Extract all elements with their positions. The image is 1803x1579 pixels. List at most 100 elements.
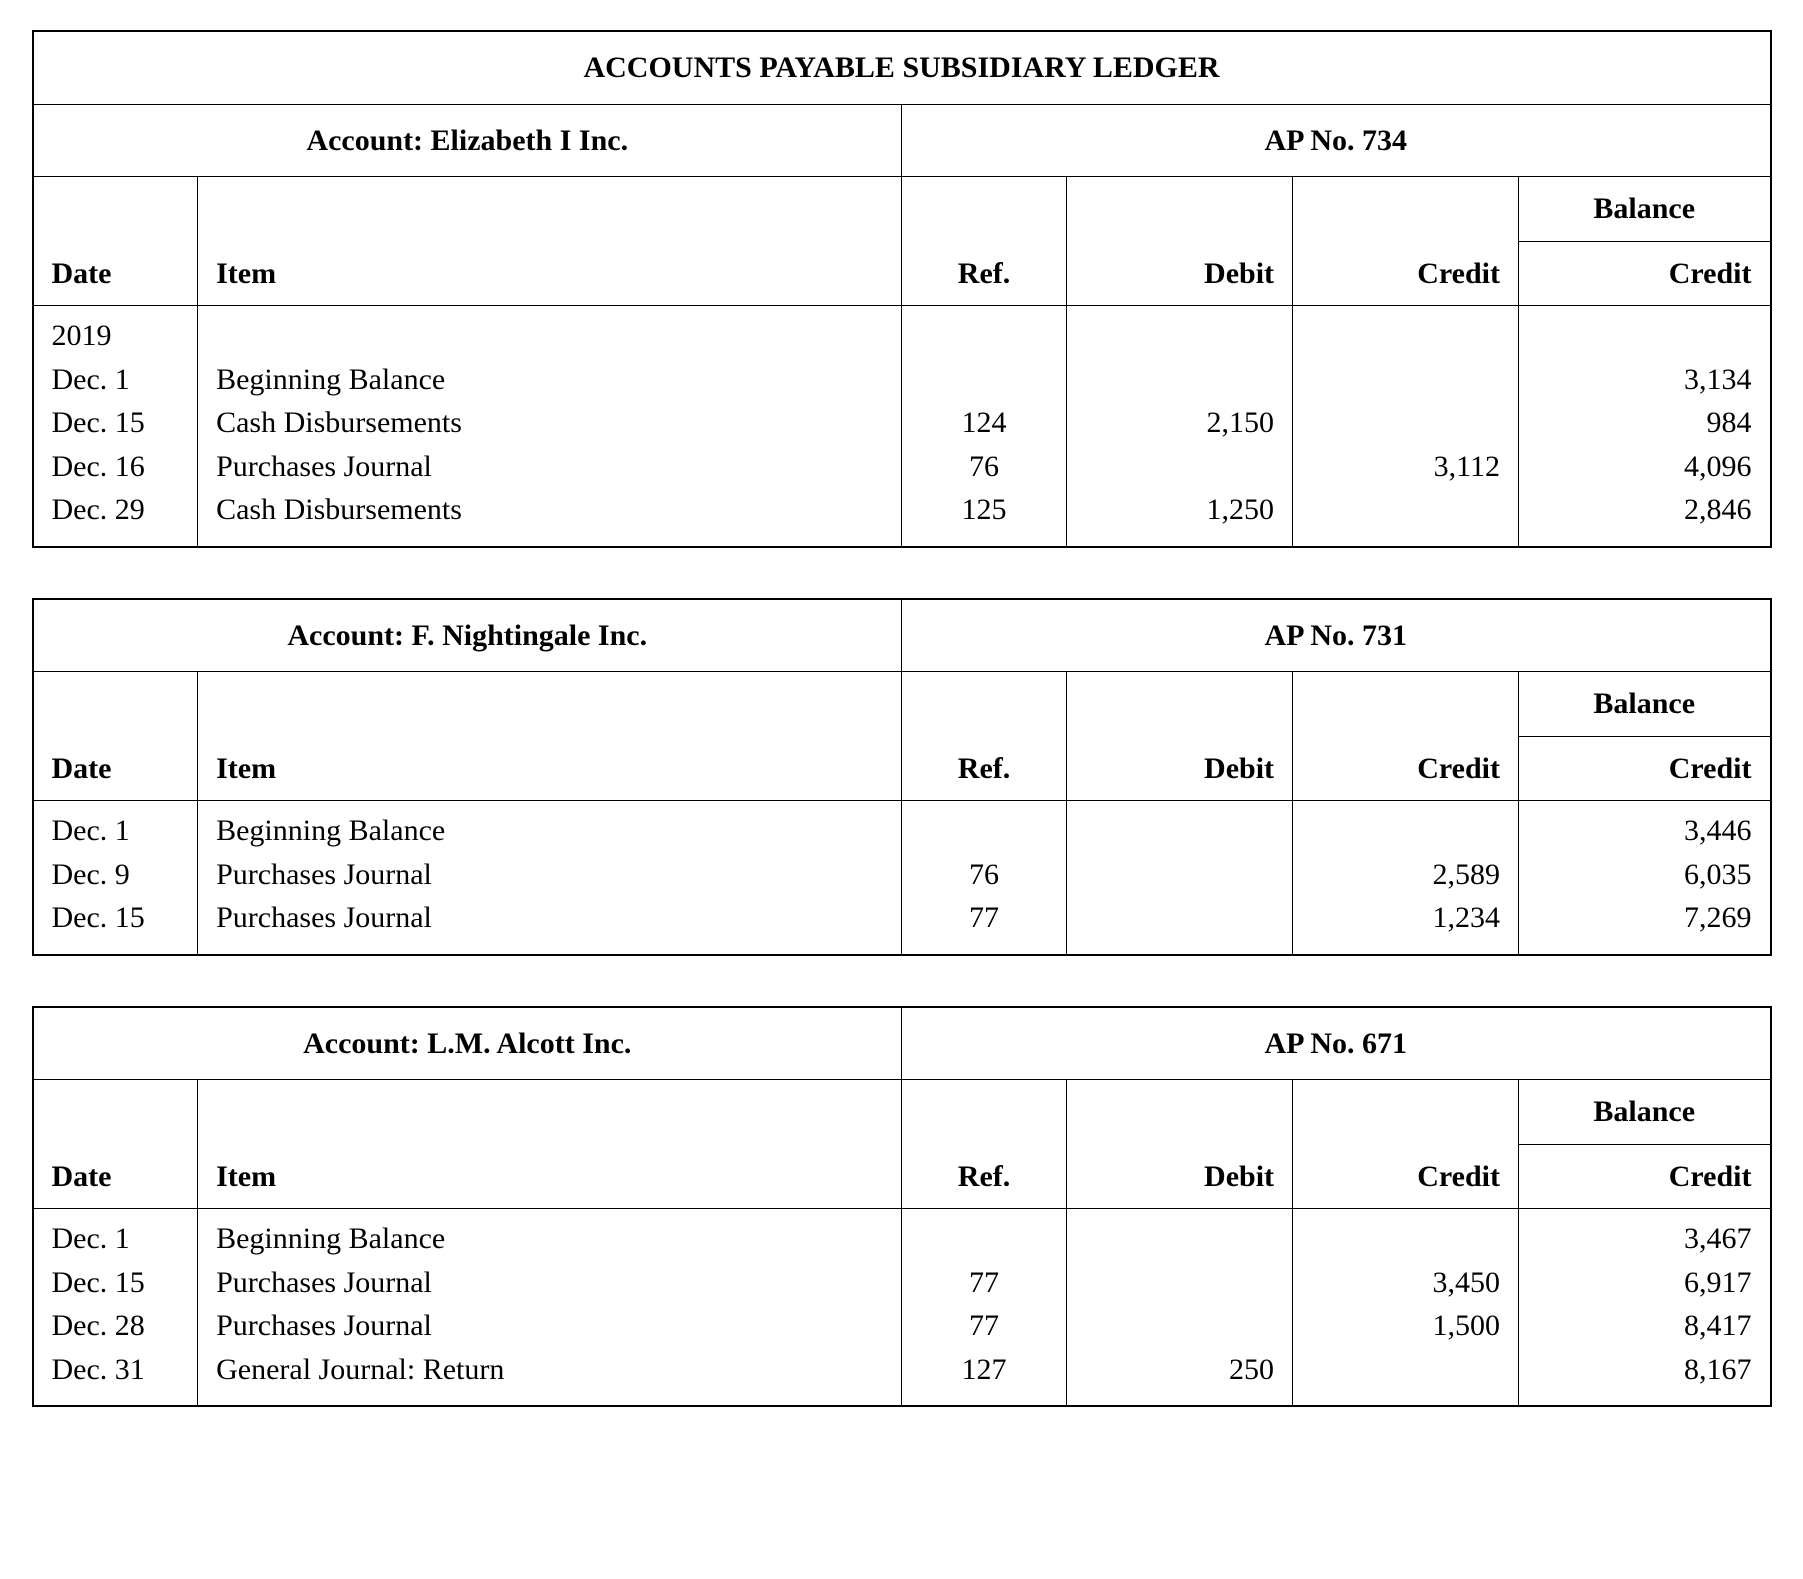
- col-item-cell: Beginning BalancePurchases JournalPurcha…: [198, 801, 902, 955]
- date-value: Dec. 15: [52, 896, 180, 940]
- col-item-cell: Beginning BalanceCash DisbursementsPurch…: [198, 306, 902, 547]
- debit-value: [1085, 1217, 1274, 1261]
- item-value: Purchases Journal: [216, 445, 883, 489]
- balance-value: 984: [1537, 401, 1752, 445]
- col-debit-cell: 250: [1067, 1209, 1293, 1407]
- date-value: Dec. 15: [52, 401, 180, 445]
- credit-value: [1311, 809, 1500, 853]
- date-value: Dec. 28: [52, 1304, 180, 1348]
- date-value: Dec. 31: [52, 1348, 180, 1392]
- date-value: Dec. 1: [52, 1217, 180, 1261]
- debit-value: [1085, 896, 1274, 940]
- spacer-line: [216, 314, 883, 358]
- account-name: Account: F. Nightingale Inc.: [33, 599, 902, 672]
- balance-value: 6,917: [1537, 1261, 1752, 1305]
- credit-value: [1311, 488, 1500, 532]
- ledger-table: Account: F. Nightingale Inc.AP No. 731Da…: [32, 598, 1772, 956]
- balance-value: 6,035: [1537, 853, 1752, 897]
- col-header-credit: Credit: [1293, 672, 1519, 801]
- ref-value: 127: [920, 1348, 1048, 1392]
- debit-value: 1,250: [1085, 488, 1274, 532]
- col-header-item: Item: [198, 1080, 902, 1209]
- col-balance-cell: 3,4466,0357,269: [1518, 801, 1770, 955]
- ref-value: 125: [920, 488, 1048, 532]
- account-name: Account: Elizabeth I Inc.: [33, 104, 902, 177]
- ref-value: 124: [920, 401, 1048, 445]
- col-header-balance-group: Balance: [1518, 672, 1770, 737]
- date-value: Dec. 1: [52, 358, 180, 402]
- ref-value: [920, 358, 1048, 402]
- col-header-item: Item: [198, 672, 902, 801]
- balance-value: 2,846: [1537, 488, 1752, 532]
- col-ref-cell: 7677: [901, 801, 1066, 955]
- ref-value: 77: [920, 1304, 1048, 1348]
- item-value: Purchases Journal: [216, 1261, 883, 1305]
- ledger-table: ACCOUNTS PAYABLE SUBSIDIARY LEDGERAccoun…: [32, 30, 1772, 548]
- debit-value: [1085, 445, 1274, 489]
- item-value: Beginning Balance: [216, 809, 883, 853]
- credit-value: 1,234: [1311, 896, 1500, 940]
- spacer-line: [1311, 314, 1500, 358]
- balance-value: 3,134: [1537, 358, 1752, 402]
- debit-value: [1085, 853, 1274, 897]
- ref-value: 76: [920, 853, 1048, 897]
- col-header-date: Date: [33, 672, 198, 801]
- col-header-ref: Ref.: [901, 1080, 1066, 1209]
- debit-value: 250: [1085, 1348, 1274, 1392]
- account-header-row: Account: F. Nightingale Inc.AP No. 731: [33, 599, 1771, 672]
- ledger-container: ACCOUNTS PAYABLE SUBSIDIARY LEDGERAccoun…: [32, 30, 1772, 1407]
- balance-value: 8,417: [1537, 1304, 1752, 1348]
- ref-value: [920, 1217, 1048, 1261]
- item-value: General Journal: Return: [216, 1348, 883, 1392]
- date-value: Dec. 9: [52, 853, 180, 897]
- col-header-credit: Credit: [1293, 177, 1519, 306]
- item-value: Beginning Balance: [216, 358, 883, 402]
- date-value: Dec. 16: [52, 445, 180, 489]
- debit-value: [1085, 1261, 1274, 1305]
- col-ref-cell: 7777127: [901, 1209, 1066, 1407]
- column-header-row-1: DateItemRef.DebitCreditBalance: [33, 672, 1771, 737]
- ref-value: 77: [920, 896, 1048, 940]
- spacer-line: [1537, 314, 1752, 358]
- ap-number: AP No. 671: [901, 1007, 1770, 1080]
- col-header-ref: Ref.: [901, 672, 1066, 801]
- item-value: Purchases Journal: [216, 853, 883, 897]
- debit-value: [1085, 358, 1274, 402]
- date-value: Dec. 29: [52, 488, 180, 532]
- col-ref-cell: 12476125: [901, 306, 1066, 547]
- data-body-row: Dec. 1Dec. 9Dec. 15Beginning BalancePurc…: [33, 801, 1771, 955]
- col-header-date: Date: [33, 177, 198, 306]
- credit-value: 2,589: [1311, 853, 1500, 897]
- col-header-item: Item: [198, 177, 902, 306]
- balance-value: 3,467: [1537, 1217, 1752, 1261]
- year-line: 2019: [52, 314, 180, 358]
- col-date-cell: 2019Dec. 1Dec. 15Dec. 16Dec. 29: [33, 306, 198, 547]
- date-value: Dec. 1: [52, 809, 180, 853]
- account-header-row: Account: L.M. Alcott Inc.AP No. 671: [33, 1007, 1771, 1080]
- account-header-row: Account: Elizabeth I Inc.AP No. 734: [33, 104, 1771, 177]
- data-body-row: 2019Dec. 1Dec. 15Dec. 16Dec. 29 Beginnin…: [33, 306, 1771, 547]
- ledger-title: ACCOUNTS PAYABLE SUBSIDIARY LEDGER: [33, 31, 1771, 104]
- col-header-credit: Credit: [1293, 1080, 1519, 1209]
- item-value: Cash Disbursements: [216, 401, 883, 445]
- balance-value: 3,446: [1537, 809, 1752, 853]
- ap-number: AP No. 731: [901, 599, 1770, 672]
- debit-value: [1085, 809, 1274, 853]
- ref-value: 76: [920, 445, 1048, 489]
- spacer-line: [920, 314, 1048, 358]
- col-debit-cell: 2,150 1,250: [1067, 306, 1293, 547]
- col-credit-cell: 3,4501,500: [1293, 1209, 1519, 1407]
- date-value: Dec. 15: [52, 1261, 180, 1305]
- col-header-balance-sub: Credit: [1518, 241, 1770, 306]
- credit-value: 1,500: [1311, 1304, 1500, 1348]
- credit-value: [1311, 1217, 1500, 1261]
- ledger-table: Account: L.M. Alcott Inc.AP No. 671DateI…: [32, 1006, 1772, 1408]
- ref-value: 77: [920, 1261, 1048, 1305]
- col-debit-cell: [1067, 801, 1293, 955]
- col-header-ref: Ref.: [901, 177, 1066, 306]
- col-date-cell: Dec. 1Dec. 9Dec. 15: [33, 801, 198, 955]
- col-item-cell: Beginning BalancePurchases JournalPurcha…: [198, 1209, 902, 1407]
- credit-value: [1311, 358, 1500, 402]
- col-credit-cell: 3,112: [1293, 306, 1519, 547]
- column-header-row-1: DateItemRef.DebitCreditBalance: [33, 1080, 1771, 1145]
